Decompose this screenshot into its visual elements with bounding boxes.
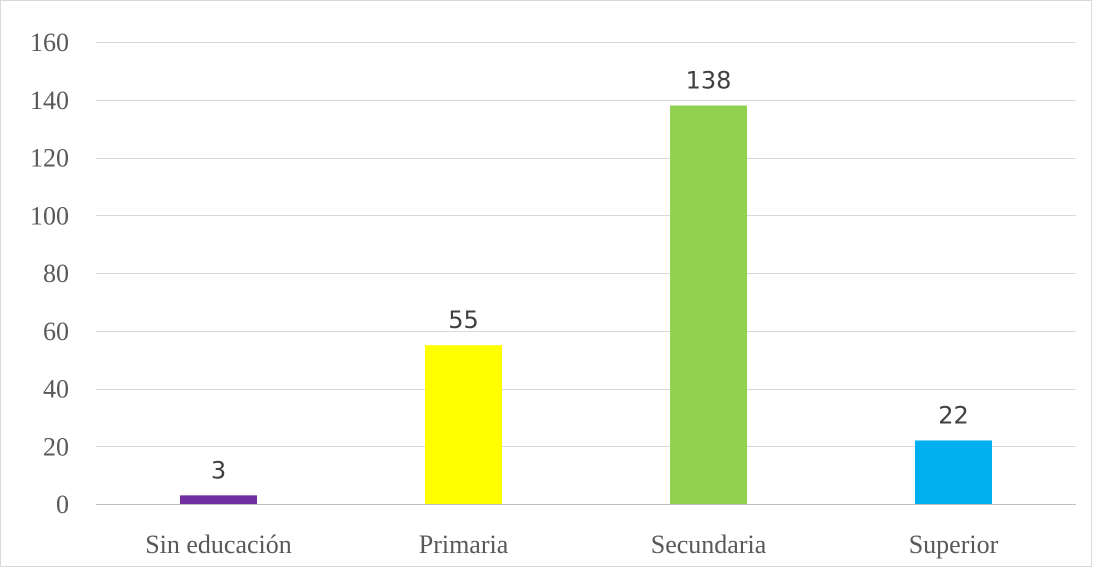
bar-sin-educacion — [180, 495, 257, 504]
x-tick-label-sin-educacion: Sin educación — [145, 530, 292, 559]
y-tick-label-160: 160 — [30, 28, 69, 57]
gridlines — [96, 42, 1076, 505]
y-tick-label-140: 140 — [30, 86, 69, 115]
bars — [180, 105, 992, 505]
bar-superior — [915, 440, 992, 504]
y-tick-label-20: 20 — [43, 432, 69, 461]
y-tick-label-0: 0 — [56, 490, 69, 519]
bar-primaria — [425, 345, 502, 504]
y-axis-tick-labels: 0 20 40 60 80 100 120 140 160 — [30, 28, 69, 519]
data-label-superior: 22 — [938, 401, 969, 429]
bar-secundaria — [670, 105, 747, 505]
y-tick-label-100: 100 — [30, 201, 69, 230]
y-tick-label-60: 60 — [43, 317, 69, 346]
x-tick-label-primaria: Primaria — [419, 530, 509, 559]
data-label-secundaria: 138 — [686, 67, 732, 95]
y-tick-label-120: 120 — [30, 144, 69, 173]
x-tick-label-secundaria: Secundaria — [651, 530, 767, 559]
x-axis-tick-labels: Sin educación Primaria Secundaria Superior — [145, 530, 998, 559]
y-tick-label-40: 40 — [43, 375, 69, 404]
y-tick-label-80: 80 — [43, 259, 69, 288]
data-label-sin-educacion: 3 — [211, 456, 226, 484]
data-labels: 3 55 138 22 — [211, 67, 969, 485]
data-label-primaria: 55 — [448, 306, 479, 334]
x-tick-label-superior: Superior — [909, 530, 999, 559]
